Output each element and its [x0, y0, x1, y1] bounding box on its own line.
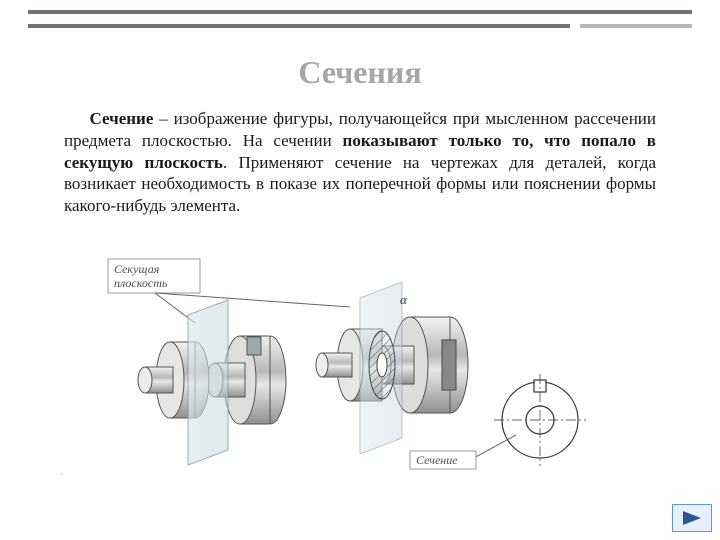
term: Сечение [90, 109, 154, 128]
decor-rule-mid-light [580, 24, 692, 28]
decor-rule-mid [28, 24, 570, 28]
label-section: Сечение [416, 453, 458, 467]
alpha-label: α [400, 292, 408, 307]
stray-mark: · [60, 468, 64, 480]
decor-rule-top [28, 10, 692, 14]
label-secant-plane-1: Секущая [114, 262, 160, 276]
label-secant-plane-2: плоскость [114, 276, 168, 290]
page-title: Сечения [0, 54, 720, 91]
definition-paragraph: Сечение – изображение фигуры, получающей… [64, 108, 656, 217]
play-icon [681, 510, 703, 526]
section-figure: Секущая плоскость [100, 255, 620, 475]
next-slide-button[interactable] [672, 504, 712, 532]
